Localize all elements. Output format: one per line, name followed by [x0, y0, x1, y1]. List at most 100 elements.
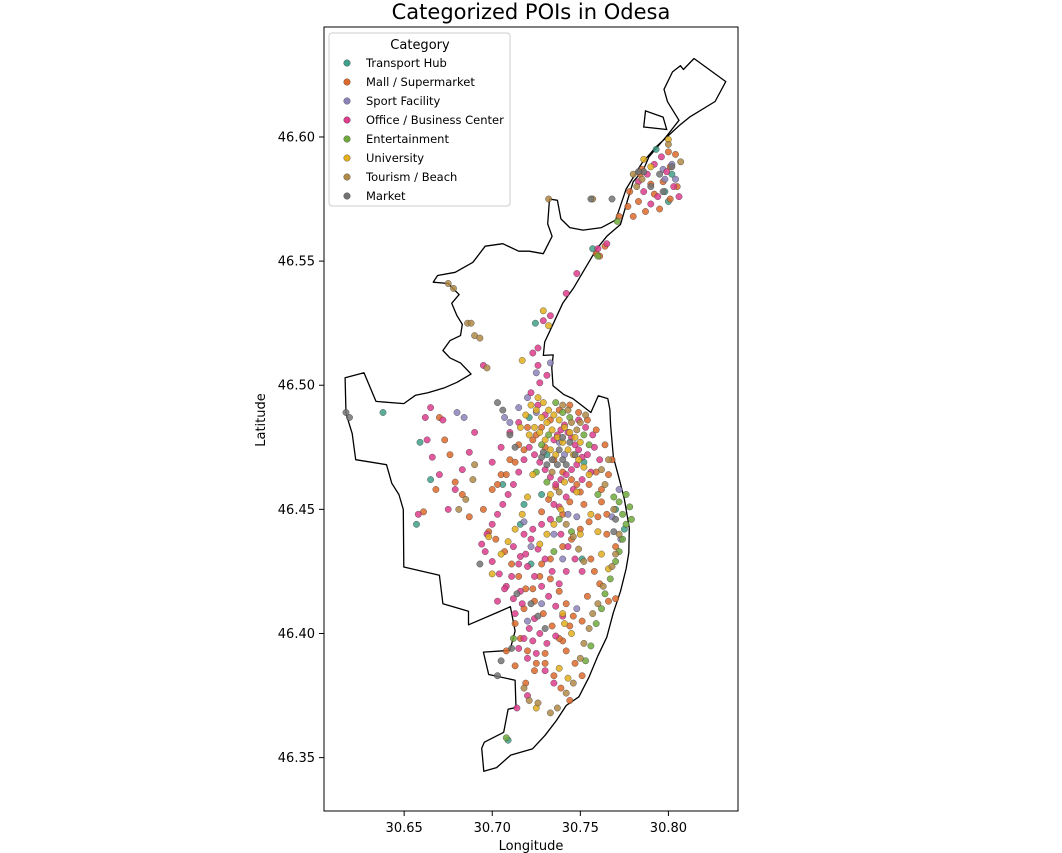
poi-point [547, 312, 554, 320]
poi-point [527, 401, 535, 409]
poi-point [531, 451, 538, 459]
poi-point [585, 518, 593, 526]
poi-point [587, 510, 595, 518]
poi-point [532, 659, 540, 667]
poi-point [584, 451, 591, 459]
poi-point [532, 406, 540, 414]
poi-point [511, 610, 519, 617]
poi-point [585, 481, 593, 488]
poi-point [594, 252, 602, 260]
poi-point [573, 481, 581, 488]
poi-point [571, 434, 579, 441]
poi-point [541, 625, 549, 632]
legend: Category Transport Hub Mall / Supermarket… [328, 32, 511, 207]
poi-point [543, 461, 551, 469]
poi-point [488, 520, 496, 528]
poi-point [534, 699, 542, 707]
poi-point [562, 471, 570, 478]
poi-point [342, 409, 350, 416]
x-tick-label: 30.70 [474, 821, 511, 836]
poi-point [538, 508, 545, 516]
poi-point [469, 476, 477, 483]
poi-point [460, 414, 468, 421]
poi-point [504, 491, 512, 498]
poi-point [605, 597, 612, 605]
poi-point [501, 414, 508, 421]
poi-point [539, 307, 547, 315]
poi-point [582, 411, 589, 419]
poi-point [598, 466, 605, 473]
poi-point [476, 334, 484, 342]
poi-point [580, 501, 588, 508]
series-transport-hub [379, 146, 676, 744]
poi-point [488, 570, 496, 578]
poi-point [543, 371, 551, 379]
poi-point [550, 411, 558, 419]
poi-point [428, 453, 436, 461]
poi-point [545, 592, 552, 600]
poi-point [527, 389, 535, 397]
poi-point [594, 491, 602, 498]
poi-point [515, 645, 523, 652]
poi-point [538, 582, 545, 590]
poi-point [573, 270, 581, 277]
poi-point [599, 582, 607, 590]
poi-point [575, 446, 582, 454]
x-tick-label: 30.80 [650, 821, 687, 836]
legend-marker [343, 78, 351, 86]
poi-point [529, 349, 537, 357]
poi-point [471, 461, 478, 469]
poi-point [455, 506, 463, 513]
poi-point [555, 488, 563, 496]
boundary-island-0 [642, 110, 668, 131]
poi-point [346, 414, 353, 421]
poi-point [658, 153, 665, 161]
poi-point [467, 319, 475, 327]
poi-point [543, 640, 551, 647]
legend-label: Sport Facility [366, 94, 441, 108]
poi-point [545, 431, 552, 439]
poi-point [569, 533, 577, 541]
poi-point [531, 424, 538, 431]
poi-point [670, 183, 678, 190]
poi-point [561, 424, 568, 431]
poi-point [575, 545, 582, 553]
poi-point [453, 409, 461, 416]
y-tick-label: 46.40 [278, 627, 315, 642]
poi-point [541, 555, 549, 563]
poi-point [555, 515, 563, 523]
poi-point [555, 664, 563, 672]
poi-point [594, 528, 602, 536]
legend-marker [343, 97, 351, 105]
poi-point [665, 141, 672, 148]
legend-marker [343, 192, 351, 200]
poi-point [532, 369, 540, 377]
poi-point [538, 441, 545, 449]
poi-point [555, 416, 563, 424]
poi-point [522, 550, 530, 558]
poi-point [494, 597, 501, 605]
poi-point [638, 175, 646, 183]
poi-point [525, 697, 533, 704]
poi-point [585, 625, 593, 632]
poi-point [578, 617, 586, 625]
poi-point [665, 148, 672, 156]
poi-point [559, 555, 567, 563]
poi-point [534, 394, 542, 401]
poi-point [450, 285, 457, 292]
poi-point [598, 486, 605, 493]
poi-point [536, 379, 544, 387]
poi-point [647, 183, 655, 190]
poi-point [557, 530, 565, 538]
poi-point [552, 632, 560, 640]
poi-point [547, 709, 554, 717]
poi-point [580, 558, 588, 565]
poi-point [534, 612, 542, 620]
poi-point [413, 520, 420, 528]
poi-point [585, 471, 593, 478]
poi-point [564, 674, 572, 682]
poi-point [502, 734, 510, 742]
poi-point [524, 493, 531, 501]
poi-point [532, 319, 539, 327]
poi-point [529, 585, 537, 593]
